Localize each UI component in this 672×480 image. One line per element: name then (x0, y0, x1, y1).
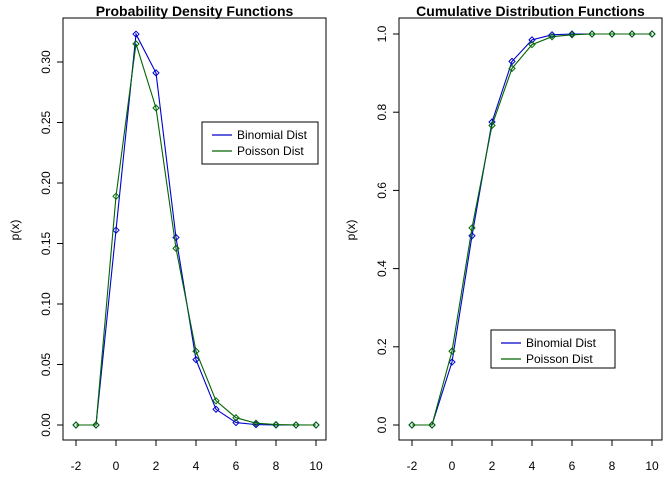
y-tick-label: 0.00 (39, 413, 53, 437)
y-tick-label: 1.0 (375, 25, 389, 42)
x-tick-label: 8 (273, 459, 280, 473)
data-point (292, 421, 300, 429)
y-tick-label: 0.10 (39, 292, 53, 316)
data-point (72, 421, 80, 429)
data-point (468, 232, 476, 240)
series-line (76, 32, 316, 426)
plot-frame (62, 17, 327, 441)
legend-box (490, 329, 616, 369)
x-tick-label: -2 (71, 459, 82, 473)
data-point (212, 405, 220, 413)
data-point (528, 36, 536, 44)
y-tick-label: 0.2 (375, 338, 389, 355)
data-point (608, 30, 616, 38)
series-poisson-dist (408, 30, 656, 429)
data-point (252, 419, 260, 427)
x-tick-label: 2 (153, 459, 160, 473)
series-line (76, 43, 317, 426)
data-point (528, 40, 536, 49)
data-point (232, 418, 240, 427)
y-tick-label: 0.0 (375, 416, 389, 433)
x-tick-label: 8 (609, 459, 616, 473)
y-tick-label: 0.8 (375, 104, 389, 121)
series-line (412, 33, 652, 426)
legend-label: Binomial Dist (237, 128, 308, 142)
data-point (192, 355, 200, 364)
y-tick-label: 0.20 (39, 171, 53, 195)
y-tick-label: 0.6 (375, 182, 389, 199)
y-tick-label: 0.25 (39, 110, 53, 134)
data-point (508, 64, 516, 73)
legend-label: Poisson Dist (237, 144, 304, 158)
y-tick-label: 0.15 (39, 231, 53, 255)
x-tick-label: 0 (449, 459, 456, 473)
data-point (408, 421, 416, 429)
legend: Binomial Dist Poisson Dist (490, 329, 616, 369)
data-point (448, 347, 456, 355)
legend-box (201, 121, 319, 165)
data-point (568, 30, 576, 38)
data-point (312, 421, 320, 429)
x-tick-label: -2 (407, 459, 418, 473)
data-point (132, 30, 140, 38)
x-tick-label: 0 (113, 459, 120, 473)
x-tick-label: 4 (529, 459, 536, 473)
legend-label: Poisson Dist (526, 352, 593, 366)
data-point (272, 420, 280, 429)
plot-frame (398, 17, 663, 441)
data-point (152, 104, 160, 112)
series-binomial-dist (72, 30, 320, 429)
data-point (588, 30, 596, 38)
data-point (428, 421, 436, 429)
data-point (132, 40, 140, 48)
chart-panel-2: Cumulative Distribution Functions -2 0 2 4 6 8… (344, 3, 663, 473)
x-tick-label: 6 (569, 459, 576, 473)
chart-panel-1: Probability Density Functions -2 0 2 4 6 8 10 0.… (8, 3, 327, 473)
data-point (152, 69, 160, 77)
data-point (172, 244, 180, 253)
x-tick-label: 10 (645, 459, 659, 473)
legend: Binomial Dist Poisson Dist (201, 121, 319, 165)
x-tick-label: 4 (193, 459, 200, 473)
data-point (92, 421, 100, 429)
chart-title: Probability Density Functions (96, 3, 294, 19)
series-poisson-dist (72, 40, 320, 429)
y-tick-label: 0.30 (39, 50, 53, 74)
data-point (548, 33, 556, 41)
y-tick-label: 0.05 (39, 352, 53, 376)
data-point (468, 224, 476, 232)
data-point (232, 414, 240, 422)
x-tick-label: 6 (233, 459, 240, 473)
legend-label: Binomial Dist (526, 336, 597, 350)
data-point (112, 192, 120, 201)
y-tick-label: 0.4 (375, 260, 389, 277)
y-axis-label: p(x) (344, 220, 358, 241)
data-point (212, 397, 220, 405)
data-point (488, 121, 496, 130)
data-point (192, 347, 200, 355)
chart-title: Cumulative Distribution Functions (416, 3, 645, 19)
y-axis-label: p(x) (8, 220, 22, 241)
data-point (568, 31, 576, 39)
data-point (112, 226, 120, 234)
data-point (648, 30, 656, 38)
data-point (448, 358, 456, 366)
data-point (628, 30, 636, 38)
data-point (508, 57, 516, 66)
data-point (548, 31, 556, 39)
x-tick-label: 2 (489, 459, 496, 473)
x-tick-label: 10 (309, 459, 323, 473)
